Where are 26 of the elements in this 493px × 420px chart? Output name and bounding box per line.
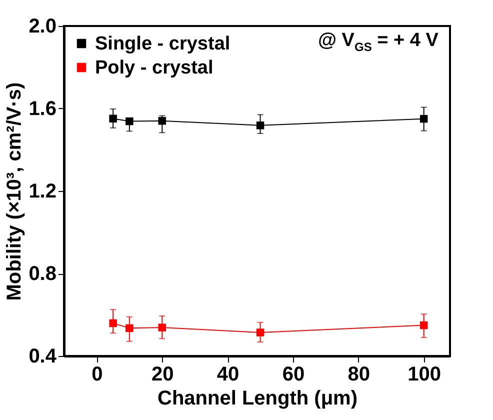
point	[158, 324, 166, 332]
x-tick-label: 0	[92, 364, 103, 386]
annotation: @ V$_{GS}$ = + 4 V	[318, 30, 438, 54]
point	[109, 114, 117, 122]
y-tick-label: 1.6	[28, 98, 56, 120]
y-axis-title: Mobility (×10³, cm²/V·s)	[4, 82, 26, 301]
x-tick-label: 40	[216, 364, 240, 386]
y-tick-label: 0.8	[28, 263, 56, 285]
point	[109, 319, 117, 328]
y-tick-label: 2.0	[28, 16, 56, 38]
x-tick-label: 100	[408, 364, 442, 386]
point	[256, 122, 264, 130]
x-axis-title: Channel Length (μm)	[158, 388, 358, 410]
legend-label: Single - crystal	[95, 34, 230, 54]
point	[126, 117, 134, 126]
y-tick-label: 1.2	[28, 180, 56, 202]
point	[420, 114, 428, 123]
x-tick-label: 20	[152, 364, 174, 386]
y-tick-label: 0.4	[28, 346, 58, 368]
x-tick-label: 60	[282, 364, 305, 386]
legend-label: Poly - crystal	[95, 58, 214, 78]
x-tick-label: 80	[348, 364, 370, 386]
point	[158, 117, 166, 125]
point	[256, 328, 264, 336]
point	[420, 321, 428, 330]
point	[126, 324, 134, 332]
